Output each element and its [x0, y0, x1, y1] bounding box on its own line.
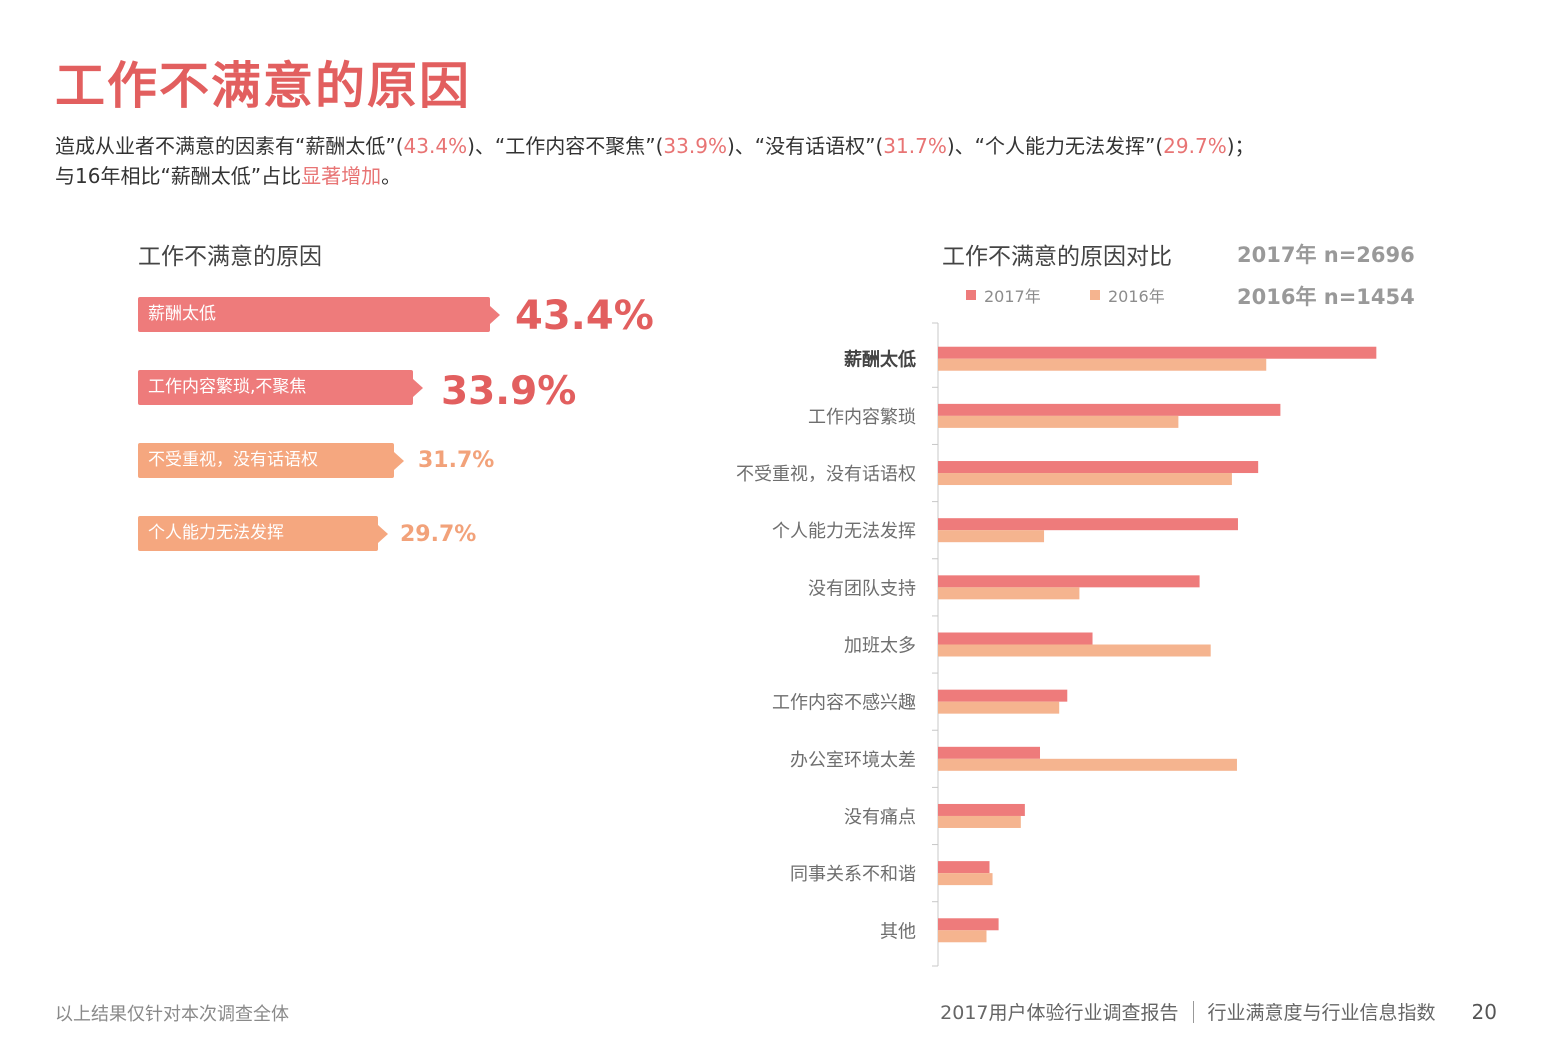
- intro-line-1: 造成从业者不满意的因素有“薪酬太低”(43.4%)、“工作内容不聚焦”(33.9…: [55, 131, 1515, 161]
- category-label: 个人能力无法发挥: [772, 521, 916, 542]
- footer-section-title: 行业满意度与行业信息指数: [1207, 1002, 1436, 1024]
- category-label: 工作内容繁琐: [808, 407, 916, 428]
- footer-info: 2017用户体验行业调查报告 行业满意度与行业信息指数 20: [940, 998, 1497, 1025]
- bar-2016: [938, 587, 1080, 600]
- bar-2016: [938, 873, 993, 886]
- bar-2017: [938, 689, 1068, 702]
- reason-value: 31.7%: [418, 448, 495, 473]
- category-label: 其他: [880, 921, 916, 942]
- bar-2017: [938, 803, 1025, 816]
- legend-label-2016: 2016年: [1108, 287, 1165, 306]
- intro-text-part: )；: [1226, 134, 1255, 158]
- intro-highlight: 33.9%: [663, 134, 727, 158]
- bar-2016: [938, 358, 1267, 371]
- reason-bar: 工作内容繁琐,不聚焦: [138, 370, 413, 405]
- page-title: 工作不满意的原因: [55, 57, 471, 115]
- bar-2017: [938, 461, 1259, 474]
- bar-2017: [938, 918, 999, 931]
- reason-bar: 薪酬太低: [138, 297, 490, 332]
- intro-line-2: 与16年相比“薪酬太低”占比显著增加。: [55, 161, 1515, 191]
- intro-highlight: 显著增加: [301, 164, 382, 188]
- sample-size-2016: 2016年 n=1454: [1237, 285, 1415, 309]
- reason-arrow: [378, 524, 388, 543]
- bar-2017: [938, 403, 1281, 416]
- intro-text-part: 。: [381, 164, 402, 188]
- category-label: 同事关系不和谐: [790, 864, 916, 885]
- footer-report-title: 2017用户体验行业调查报告: [940, 1002, 1179, 1024]
- footer-note: 以上结果仅针对本次调查全体: [55, 1004, 289, 1025]
- category-label: 办公室环境太差: [790, 750, 916, 771]
- reason-arrow: [394, 451, 404, 470]
- footer-divider: [1192, 1000, 1194, 1023]
- bar-2017: [938, 346, 1377, 359]
- reason-bar: 不受重视，没有话语权: [138, 443, 394, 478]
- right-chart-title: 工作不满意的原因对比: [942, 244, 1172, 270]
- intro-highlight: 43.4%: [403, 134, 468, 158]
- reason-value: 29.7%: [400, 522, 477, 547]
- category-label: 加班太多: [844, 636, 916, 657]
- category-label: 没有痛点: [844, 807, 916, 828]
- reason-value: 43.4%: [515, 293, 654, 339]
- bar-2017: [938, 632, 1093, 645]
- bar-2017: [938, 861, 990, 874]
- intro-text-part: )、“个人能力无法发挥”(: [946, 134, 1164, 158]
- intro-highlight: 29.7%: [1163, 134, 1227, 158]
- legend-label-2017: 2017年: [984, 287, 1041, 306]
- category-label: 没有团队支持: [808, 578, 916, 599]
- bar-2017: [938, 575, 1200, 588]
- intro-text-part: 造成从业者不满意的因素有“薪酬太低”(: [55, 134, 404, 158]
- intro-text: 造成从业者不满意的因素有“薪酬太低”(43.4%)、“工作内容不聚焦”(33.9…: [55, 131, 1515, 191]
- bar-2016: [938, 701, 1060, 714]
- bar-2016: [938, 644, 1211, 657]
- left-chart-title: 工作不满意的原因: [138, 244, 322, 270]
- bar-2016: [938, 415, 1179, 428]
- bar-2016: [938, 930, 987, 943]
- legend-swatch-2017: [966, 290, 976, 300]
- bar-2016: [938, 815, 1021, 828]
- bar-2017: [938, 518, 1238, 531]
- legend-item-2016: 2016年: [1090, 283, 1165, 307]
- intro-text-part: 与16年相比“薪酬太低”占比: [55, 164, 302, 188]
- reason-arrow: [490, 305, 500, 324]
- category-label: 工作内容不感兴趣: [772, 693, 916, 714]
- reason-bar: 个人能力无法发挥: [138, 516, 378, 551]
- page-number: 20: [1471, 999, 1497, 1024]
- category-label: 薪酬太低: [844, 349, 916, 371]
- intro-text-part: )、“工作内容不聚焦”(: [467, 134, 664, 158]
- legend-item-2017: 2017年: [966, 283, 1041, 307]
- intro-text-part: )、“没有话语权”(: [726, 134, 884, 158]
- reason-value: 33.9%: [441, 369, 577, 414]
- bar-2016: [938, 758, 1237, 771]
- bar-2016: [938, 530, 1045, 543]
- bar-2016: [938, 473, 1232, 486]
- category-label: 不受重视，没有话语权: [736, 464, 916, 485]
- intro-highlight: 31.7%: [883, 134, 947, 158]
- reason-arrow: [413, 378, 423, 397]
- sample-size-2017: 2017年 n=2696: [1237, 243, 1415, 267]
- bar-2017: [938, 746, 1041, 759]
- legend-swatch-2016: [1090, 290, 1100, 300]
